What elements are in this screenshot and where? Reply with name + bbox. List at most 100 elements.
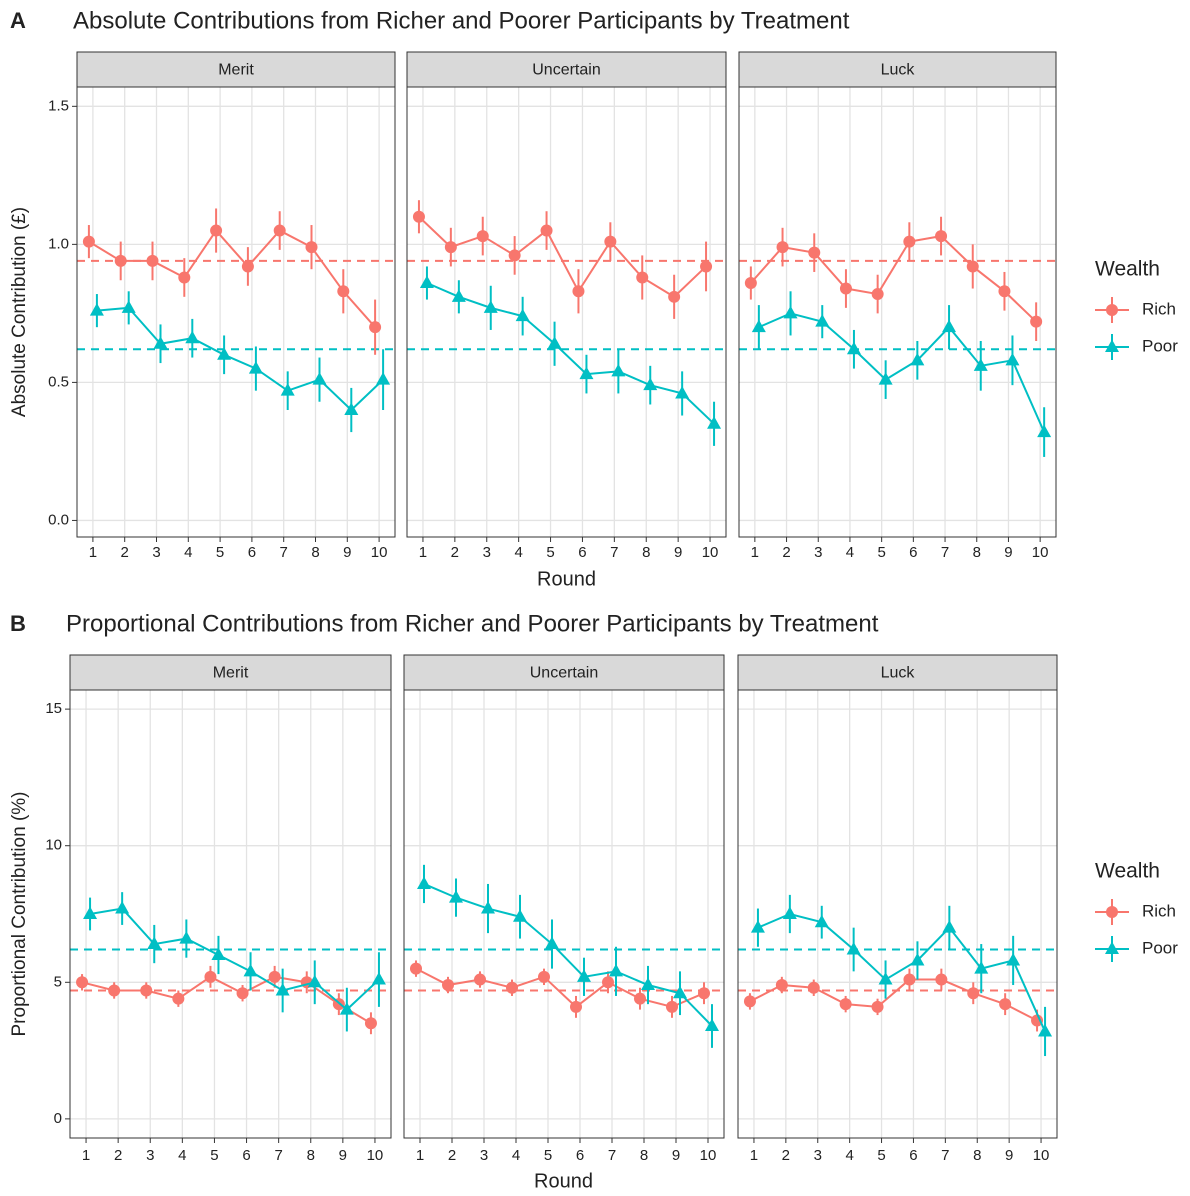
x-tick-label: 4 [845, 1147, 853, 1164]
data-point [115, 901, 130, 914]
panel-label: A [10, 8, 26, 33]
data-point [236, 987, 249, 1000]
y-tick-label: 0.5 [48, 373, 69, 390]
data-point [1031, 1014, 1044, 1027]
x-tick-label: 3 [483, 544, 491, 561]
data-point [280, 383, 295, 396]
data-point [82, 235, 95, 248]
x-tick-label: 1 [750, 1147, 758, 1164]
data-point [538, 970, 550, 983]
data-point [666, 1000, 678, 1013]
data-point [243, 963, 258, 977]
legend-label: Rich [1142, 901, 1176, 920]
x-tick-label: 1 [416, 1147, 424, 1164]
data-point [998, 285, 1011, 298]
data-point [483, 300, 498, 313]
legend-marker [1105, 339, 1119, 352]
x-tick-label: 4 [178, 1147, 186, 1164]
data-point [185, 330, 200, 344]
data-point [481, 901, 495, 914]
facet-label: Merit [218, 62, 254, 79]
data-point [750, 920, 765, 933]
chart-title: Proportional Contributions from Richer a… [66, 610, 879, 637]
x-tick-label: 5 [546, 544, 554, 561]
data-point [604, 235, 617, 248]
data-point [248, 361, 263, 374]
data-point [513, 909, 527, 922]
data-point [808, 246, 821, 259]
x-tick-label: 1 [82, 1147, 90, 1164]
x-tick-label: 3 [152, 544, 160, 561]
x-tick-label: 6 [578, 544, 586, 561]
x-axis-label: Round [537, 568, 596, 590]
data-point [508, 249, 521, 262]
data-point [121, 300, 136, 313]
data-point [707, 416, 722, 429]
panel-bg [70, 690, 391, 1138]
y-tick-label: 1.5 [48, 97, 69, 114]
data-point [783, 305, 798, 319]
y-tick-label: 5 [54, 973, 62, 990]
data-point [506, 981, 518, 994]
data-point [449, 890, 463, 903]
x-tick-label: 5 [544, 1147, 552, 1164]
data-point [344, 402, 359, 416]
panel-border [406, 86, 727, 538]
data-point [83, 906, 98, 919]
series-line [89, 907, 380, 1011]
x-tick-label: 2 [114, 1147, 122, 1164]
x-tick-label: 6 [242, 1147, 250, 1164]
data-point [935, 973, 948, 986]
data-point [577, 969, 591, 982]
data-point [782, 906, 797, 919]
panel-border [69, 689, 392, 1139]
x-tick-label: 4 [512, 1147, 520, 1164]
x-tick-label: 1 [751, 544, 759, 561]
data-point [337, 285, 350, 298]
panel-border [738, 86, 1057, 538]
data-point [967, 987, 980, 1000]
x-tick-label: 10 [1033, 1147, 1050, 1164]
x-tick-label: 7 [280, 544, 288, 561]
legend-label: Poor [1142, 938, 1178, 957]
data-point [675, 385, 690, 399]
data-point [410, 962, 422, 975]
x-tick-label: 2 [448, 1147, 456, 1164]
legend-label: Poor [1142, 336, 1178, 355]
data-point [172, 992, 185, 1005]
panel-border [737, 689, 1058, 1139]
data-point [839, 282, 852, 295]
series-line [415, 967, 705, 1009]
data-point [999, 998, 1012, 1011]
data-point [609, 963, 623, 977]
data-point [146, 254, 159, 267]
y-tick-label: 1.0 [48, 235, 69, 252]
data-point [910, 952, 925, 966]
facet-strip [69, 654, 392, 691]
legend-title: Wealth [1095, 860, 1160, 883]
data-point [108, 984, 121, 997]
data-point [643, 377, 658, 391]
chart-title: Absolute Contributions from Richer and P… [73, 7, 850, 34]
data-point [451, 289, 466, 302]
data-point [515, 308, 530, 322]
data-point [973, 358, 988, 371]
series-line [757, 912, 1046, 1032]
data-point [545, 936, 559, 950]
data-point [903, 235, 916, 248]
facet-strip [403, 654, 725, 691]
data-point [807, 981, 820, 994]
data-point [974, 961, 989, 974]
data-point [839, 998, 852, 1011]
series-line [758, 312, 1046, 433]
x-tick-label: 3 [814, 544, 822, 561]
x-tick-label: 10 [371, 544, 388, 561]
data-point [942, 920, 957, 933]
data-point [114, 254, 127, 267]
data-point [1006, 952, 1021, 966]
panel-bg [407, 87, 726, 537]
facet-label: Luck [881, 665, 916, 682]
data-point [211, 947, 226, 960]
facet-strip [738, 51, 1057, 88]
data-point [76, 976, 89, 989]
